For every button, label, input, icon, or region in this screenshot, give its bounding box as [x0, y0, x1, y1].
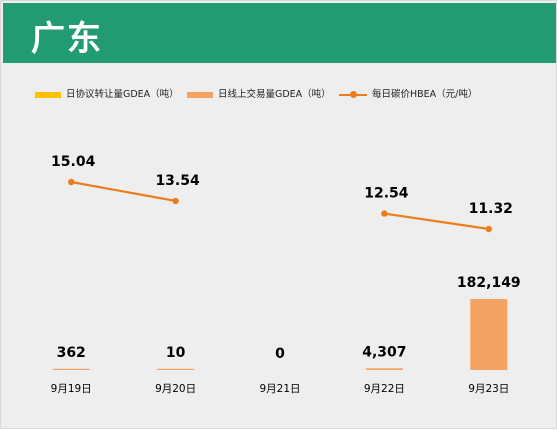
price-data-label: 12.54: [364, 186, 409, 202]
x-tick-label: 9月21日: [259, 383, 300, 395]
bar-online-volume: [365, 368, 403, 370]
x-tick-label: 9月20日: [155, 383, 196, 395]
banner-title: 广东: [31, 19, 103, 59]
price-line-segment: [71, 180, 176, 203]
legend-swatch-agreement-volume: [35, 92, 61, 98]
price-point: [485, 225, 492, 233]
x-tick-label: 9月22日: [364, 383, 405, 395]
price-data-label: 15.04: [51, 154, 96, 170]
bar-data-label: 10: [166, 345, 186, 361]
price-data-label: 13.54: [155, 173, 200, 189]
price-point: [381, 210, 388, 217]
x-tick-label: 9月23日: [468, 383, 509, 395]
price-point: [172, 197, 179, 205]
x-tick-label: 9月19日: [51, 383, 92, 395]
price-point: [68, 178, 75, 186]
title-banner: 广东: [3, 3, 556, 63]
bar-data-label: 362: [57, 345, 86, 361]
legend-swatch-carbon-price-dot: [350, 91, 357, 98]
legend-label-agreement-volume: 日协议转让量GDEA（吨）: [66, 89, 179, 100]
price-line-segment: [384, 212, 489, 231]
bar-data-label: 182,149: [457, 275, 521, 291]
bar-online-volume: [470, 299, 508, 370]
price-data-label: 11.32: [469, 201, 513, 217]
legend-swatch-online-volume: [187, 92, 213, 98]
legend-label-online-volume: 日线上交易量GDEA（吨）: [218, 89, 331, 100]
bar-online-volume: [52, 368, 90, 370]
bar-online-volume: [157, 368, 195, 370]
bar-data-label: 0: [275, 346, 285, 362]
bar-data-label: 4,307: [362, 344, 406, 360]
legend-label-carbon-price: 每日碳价HBEA（元/吨）: [372, 89, 478, 100]
